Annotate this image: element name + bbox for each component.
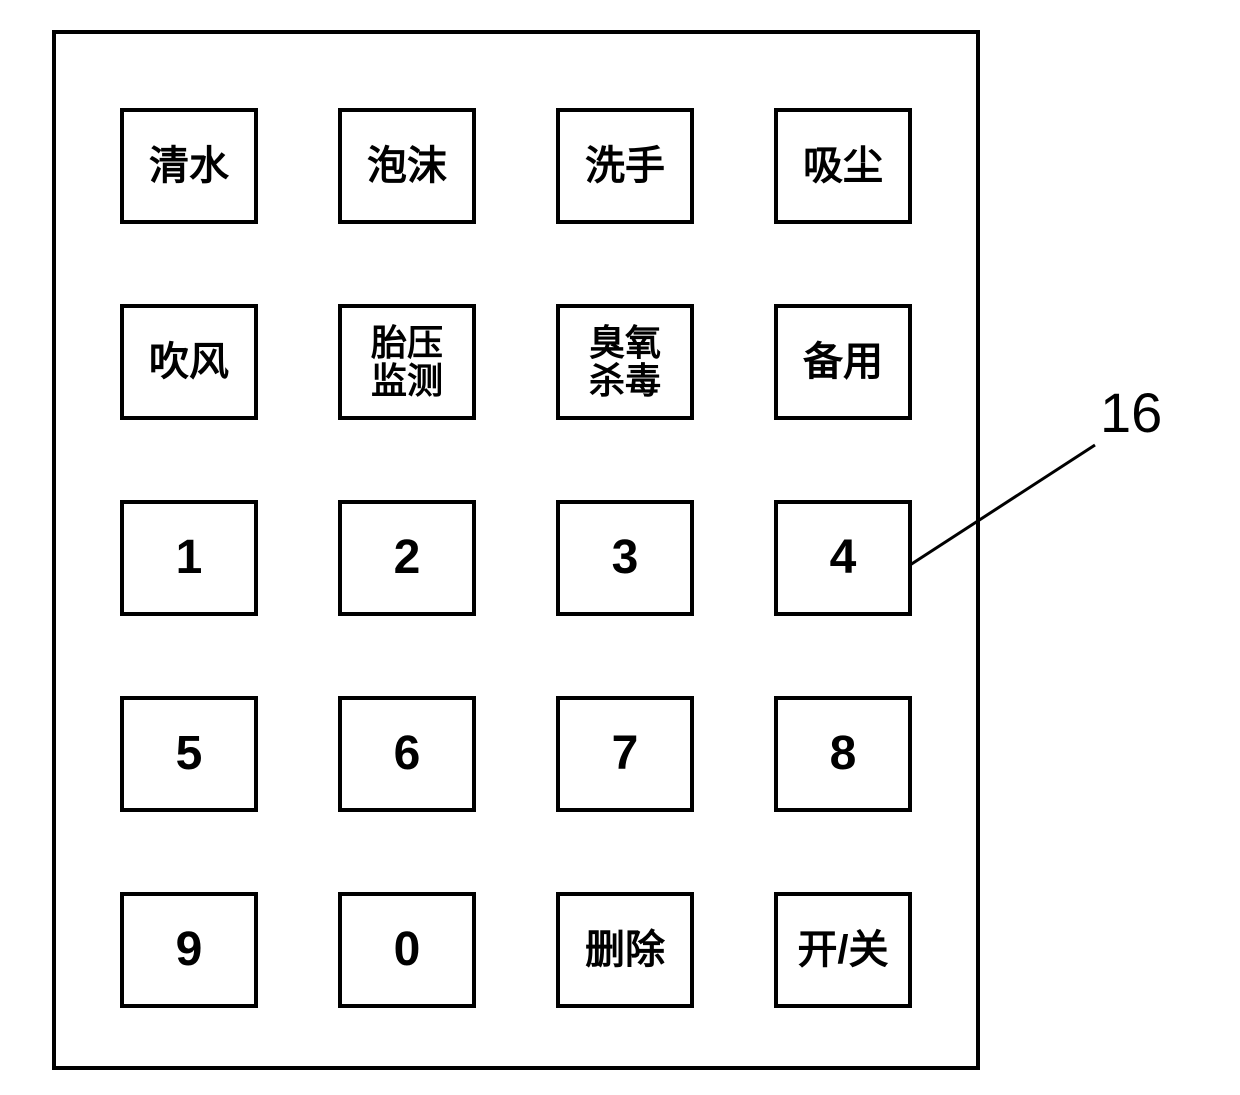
spare-button[interactable]: 备用 xyxy=(774,304,912,420)
digit-1-button-label: 1 xyxy=(176,533,203,583)
digit-6-button[interactable]: 6 xyxy=(338,696,476,812)
digit-5-button-label: 5 xyxy=(176,729,203,779)
digit-3-button[interactable]: 3 xyxy=(556,500,694,616)
digit-2-button[interactable]: 2 xyxy=(338,500,476,616)
keypad-grid: 清水 泡沫 洗手 吸尘吹风 胎压 监测 臭氧 杀毒 备用 1 2 3 4 5 6 7 8 9 0 删除 开/关 xyxy=(120,108,910,1008)
digit-5-button[interactable]: 5 xyxy=(120,696,258,812)
tire-pressure-button[interactable]: 胎压 监测 xyxy=(338,304,476,420)
digit-7-button[interactable]: 7 xyxy=(556,696,694,812)
water-button-label: 清水 xyxy=(149,145,229,187)
handwash-button-label: 洗手 xyxy=(585,145,665,187)
on-off-button[interactable]: 开/关 xyxy=(774,892,912,1008)
vacuum-button[interactable]: 吸尘 xyxy=(774,108,912,224)
foam-button[interactable]: 泡沫 xyxy=(338,108,476,224)
foam-button-label: 泡沫 xyxy=(367,145,447,187)
digit-4-button-label: 4 xyxy=(830,533,857,583)
digit-7-button-label: 7 xyxy=(612,729,639,779)
ozone-button[interactable]: 臭氧 杀毒 xyxy=(556,304,694,420)
callout-label: 16 xyxy=(1100,380,1162,445)
delete-button[interactable]: 删除 xyxy=(556,892,694,1008)
ozone-button-label: 臭氧 杀毒 xyxy=(589,324,661,400)
on-off-button-label: 开/关 xyxy=(797,929,888,971)
digit-6-button-label: 6 xyxy=(394,729,421,779)
digit-9-button-label: 9 xyxy=(176,925,203,975)
digit-1-button[interactable]: 1 xyxy=(120,500,258,616)
digit-0-button[interactable]: 0 xyxy=(338,892,476,1008)
vacuum-button-label: 吸尘 xyxy=(803,145,883,187)
digit-2-button-label: 2 xyxy=(394,533,421,583)
digit-8-button-label: 8 xyxy=(830,729,857,779)
digit-8-button[interactable]: 8 xyxy=(774,696,912,812)
blowdry-button-label: 吹风 xyxy=(149,341,229,383)
digit-3-button-label: 3 xyxy=(612,533,639,583)
delete-button-label: 删除 xyxy=(585,929,665,971)
handwash-button[interactable]: 洗手 xyxy=(556,108,694,224)
digit-4-button[interactable]: 4 xyxy=(774,500,912,616)
water-button[interactable]: 清水 xyxy=(120,108,258,224)
tire-pressure-button-label: 胎压 监测 xyxy=(371,324,443,400)
digit-0-button-label: 0 xyxy=(394,925,421,975)
spare-button-label: 备用 xyxy=(803,341,883,383)
blowdry-button[interactable]: 吹风 xyxy=(120,304,258,420)
digit-9-button[interactable]: 9 xyxy=(120,892,258,1008)
